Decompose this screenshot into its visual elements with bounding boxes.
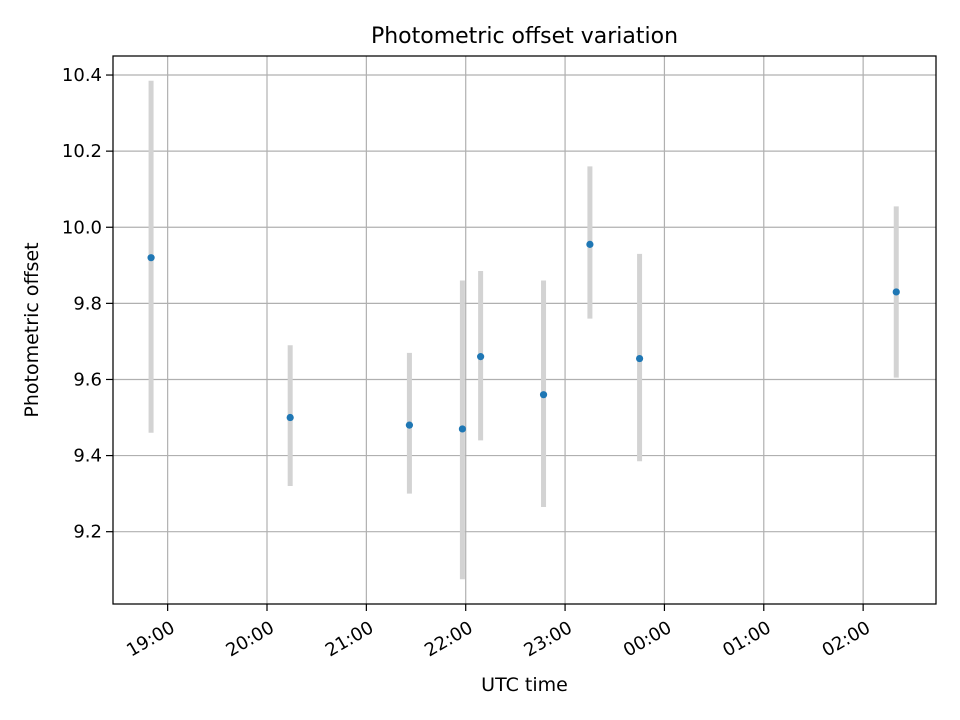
- y-tick-label: 9.4: [73, 446, 102, 467]
- chart-title: Photometric offset variation: [371, 24, 678, 49]
- plot-frame: [112, 55, 937, 605]
- x-tick-label: 19:00: [123, 617, 178, 661]
- x-tick-label: 00:00: [620, 617, 675, 661]
- y-axis: 9.2 9.4 9.6 9.8 10.0 10.2 10.4: [62, 65, 113, 543]
- x-tick-label: 22:00: [421, 617, 476, 661]
- data-point: [477, 353, 485, 361]
- y-tick-label: 9.6: [73, 369, 102, 390]
- y-tick-label: 9.8: [73, 293, 102, 314]
- data-point: [539, 391, 548, 399]
- x-tick-label: 21:00: [322, 617, 377, 661]
- y-tick-label: 10.2: [62, 141, 102, 162]
- data-point: [405, 421, 414, 429]
- x-tick-label: 02:00: [819, 617, 874, 661]
- x-axis-label: UTC time: [481, 674, 568, 696]
- data-point: [586, 240, 594, 248]
- y-tick-label: 10.0: [62, 217, 102, 238]
- data-points: [147, 240, 900, 433]
- y-tick-label: 9.2: [73, 522, 102, 543]
- data-point: [635, 354, 644, 363]
- grid: [113, 56, 936, 604]
- x-tick-label: 01:00: [719, 617, 774, 661]
- y-axis-label: Photometric offset: [21, 242, 43, 417]
- data-point: [286, 413, 294, 422]
- x-axis: 19:00 20:00 21:00 22:00 23:00 00:00 01:00 02:00: [123, 604, 874, 661]
- data-point: [458, 425, 467, 433]
- x-tick-label: 20:00: [222, 617, 277, 661]
- error-bars: [148, 80, 899, 580]
- x-tick-label: 23:00: [521, 617, 576, 661]
- y-tick-label: 10.4: [62, 65, 102, 86]
- data-point: [892, 288, 900, 296]
- data-point: [147, 254, 155, 262]
